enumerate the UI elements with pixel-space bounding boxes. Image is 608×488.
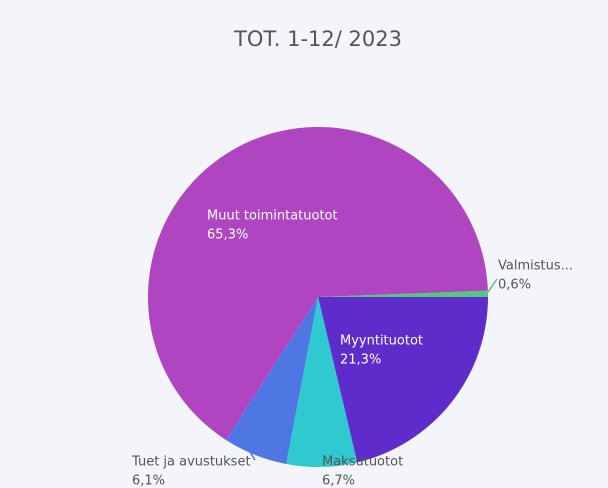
- pie-slice: [148, 127, 488, 440]
- slice-value-label: 6,7%: [322, 474, 355, 488]
- pie-slice: [226, 297, 318, 464]
- pie-slice: [318, 296, 488, 463]
- slice-label: Maksutuotot: [322, 455, 403, 470]
- pie-slice: [286, 297, 358, 468]
- slice-label: Muut toimintatuotot: [207, 209, 338, 224]
- slice-label: Valmistus...: [498, 259, 573, 274]
- slice-value-label: 21,3%: [340, 353, 381, 368]
- leader-line: [249, 451, 256, 461]
- slice-label: Myyntituotot: [340, 334, 423, 349]
- slice-value-label: 65,3%: [207, 228, 248, 243]
- chart-title: TOT. 1-12/ 2023: [233, 27, 402, 51]
- leader-line: [487, 278, 498, 293]
- slice-label: Tuet ja avustukset: [131, 455, 251, 470]
- slice-value-label: 6,1%: [132, 474, 165, 488]
- pie-slice: [318, 290, 488, 297]
- slice-value-label: 0,6%: [498, 278, 531, 293]
